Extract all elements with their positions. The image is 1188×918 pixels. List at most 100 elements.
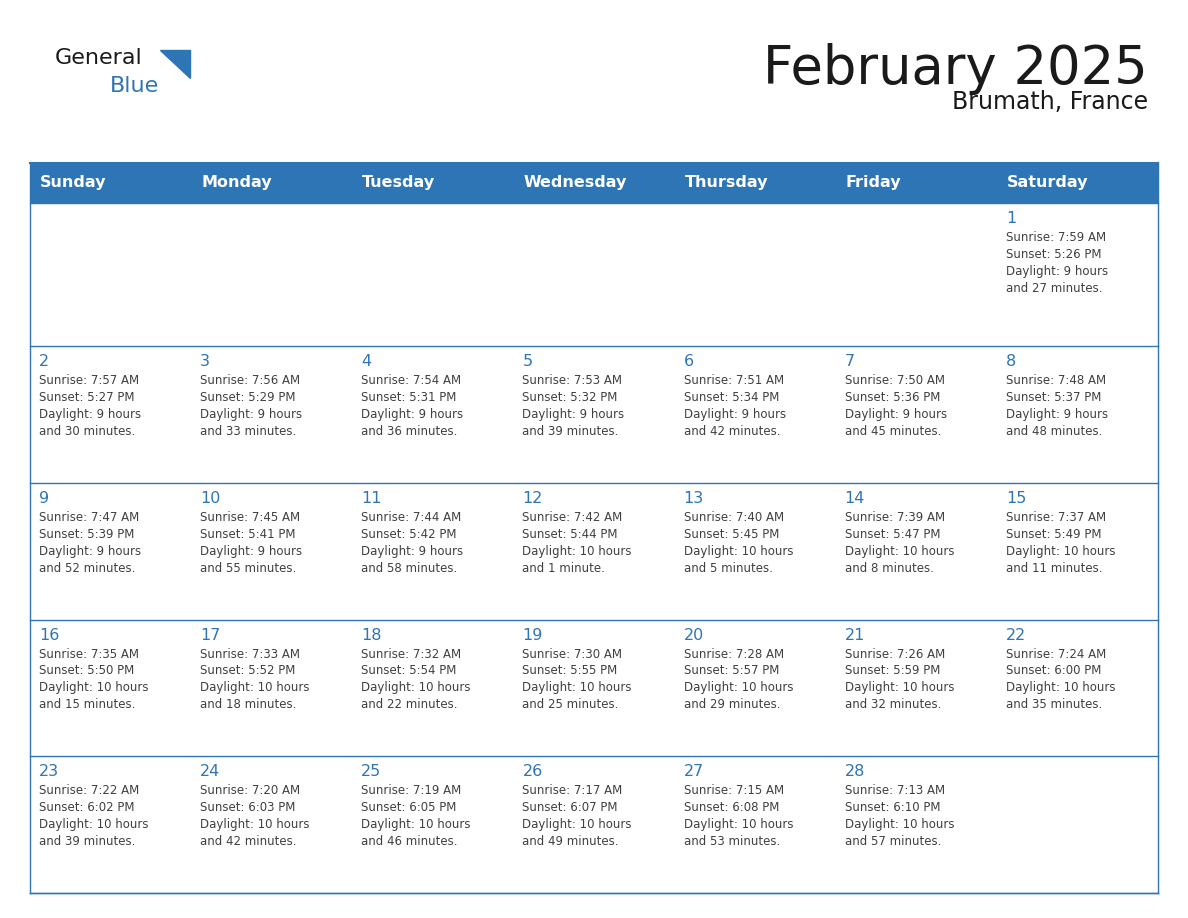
Text: Daylight: 9 hours: Daylight: 9 hours [1006, 265, 1108, 278]
Text: 21: 21 [845, 628, 865, 643]
Text: Daylight: 9 hours: Daylight: 9 hours [683, 408, 785, 421]
Text: 6: 6 [683, 354, 694, 369]
Bar [30, 483, 191, 620]
Bar [997, 346, 1158, 483]
Text: 7: 7 [845, 354, 855, 369]
Text: Daylight: 10 hours: Daylight: 10 hours [683, 681, 794, 695]
Bar [30, 620, 191, 756]
Text: Sunset: 5:59 PM: Sunset: 5:59 PM [845, 665, 940, 677]
Text: and 49 minutes.: and 49 minutes. [523, 835, 619, 848]
Text: Daylight: 10 hours: Daylight: 10 hours [361, 818, 470, 832]
Bar [513, 620, 675, 756]
Polygon shape [160, 50, 190, 78]
Text: 16: 16 [39, 628, 59, 643]
Bar [191, 483, 353, 620]
Text: Sunset: 6:05 PM: Sunset: 6:05 PM [361, 801, 456, 814]
Text: 12: 12 [523, 491, 543, 506]
Text: Daylight: 9 hours: Daylight: 9 hours [1006, 408, 1108, 421]
Bar [513, 483, 675, 620]
Text: Sunset: 5:49 PM: Sunset: 5:49 PM [1006, 528, 1101, 541]
Text: Daylight: 10 hours: Daylight: 10 hours [39, 818, 148, 832]
Text: Brumath, France: Brumath, France [952, 90, 1148, 114]
Text: Daylight: 9 hours: Daylight: 9 hours [39, 408, 141, 421]
Text: and 55 minutes.: and 55 minutes. [200, 562, 296, 575]
Text: 9: 9 [39, 491, 49, 506]
Text: Sunset: 5:44 PM: Sunset: 5:44 PM [523, 528, 618, 541]
Text: Daylight: 10 hours: Daylight: 10 hours [39, 681, 148, 695]
Text: General: General [55, 48, 143, 68]
Text: Sunset: 5:26 PM: Sunset: 5:26 PM [1006, 248, 1101, 261]
Text: Daylight: 10 hours: Daylight: 10 hours [845, 681, 954, 695]
Text: Sunset: 5:39 PM: Sunset: 5:39 PM [39, 528, 134, 541]
Text: 14: 14 [845, 491, 865, 506]
Text: Sunset: 5:42 PM: Sunset: 5:42 PM [361, 528, 456, 541]
Text: Sunrise: 7:20 AM: Sunrise: 7:20 AM [200, 784, 301, 797]
Bar [191, 203, 353, 346]
Text: Friday: Friday [846, 175, 902, 191]
Text: Daylight: 10 hours: Daylight: 10 hours [361, 681, 470, 695]
Text: Sunset: 5:55 PM: Sunset: 5:55 PM [523, 665, 618, 677]
Text: and 35 minutes.: and 35 minutes. [1006, 699, 1102, 711]
Text: Sunrise: 7:26 AM: Sunrise: 7:26 AM [845, 647, 944, 660]
Text: and 5 minutes.: and 5 minutes. [683, 562, 772, 575]
Text: 17: 17 [200, 628, 221, 643]
Text: 4: 4 [361, 354, 372, 369]
Text: Sunrise: 7:28 AM: Sunrise: 7:28 AM [683, 647, 784, 660]
Text: and 52 minutes.: and 52 minutes. [39, 562, 135, 575]
Bar [513, 203, 675, 346]
Text: Tuesday: Tuesday [362, 175, 436, 191]
Text: and 57 minutes.: and 57 minutes. [845, 835, 941, 848]
Text: 23: 23 [39, 765, 59, 779]
Text: Saturday: Saturday [1007, 175, 1088, 191]
Bar [835, 483, 997, 620]
Text: Sunrise: 7:45 AM: Sunrise: 7:45 AM [200, 510, 301, 524]
Text: and 36 minutes.: and 36 minutes. [361, 425, 457, 438]
Text: Blue: Blue [110, 76, 159, 96]
Text: Sunset: 5:54 PM: Sunset: 5:54 PM [361, 665, 456, 677]
Text: and 32 minutes.: and 32 minutes. [845, 699, 941, 711]
Text: Sunrise: 7:56 AM: Sunrise: 7:56 AM [200, 374, 301, 387]
Bar [30, 756, 191, 893]
Text: Sunrise: 7:42 AM: Sunrise: 7:42 AM [523, 510, 623, 524]
Text: and 53 minutes.: and 53 minutes. [683, 835, 779, 848]
Text: Sunrise: 7:59 AM: Sunrise: 7:59 AM [1006, 231, 1106, 244]
Text: Sunset: 5:52 PM: Sunset: 5:52 PM [200, 665, 296, 677]
Text: and 27 minutes.: and 27 minutes. [1006, 282, 1102, 295]
Bar [30, 163, 191, 203]
Text: and 33 minutes.: and 33 minutes. [200, 425, 296, 438]
Text: Sunset: 5:37 PM: Sunset: 5:37 PM [1006, 391, 1101, 404]
Bar [835, 756, 997, 893]
Text: Daylight: 9 hours: Daylight: 9 hours [361, 544, 463, 558]
Text: Sunset: 6:00 PM: Sunset: 6:00 PM [1006, 665, 1101, 677]
Bar [191, 620, 353, 756]
Bar [997, 620, 1158, 756]
Text: 1: 1 [1006, 211, 1016, 226]
Text: Sunrise: 7:19 AM: Sunrise: 7:19 AM [361, 784, 461, 797]
Text: Sunset: 5:29 PM: Sunset: 5:29 PM [200, 391, 296, 404]
Text: Daylight: 10 hours: Daylight: 10 hours [683, 544, 794, 558]
Text: Daylight: 10 hours: Daylight: 10 hours [523, 681, 632, 695]
Text: Sunset: 6:10 PM: Sunset: 6:10 PM [845, 801, 940, 814]
Text: Sunset: 6:07 PM: Sunset: 6:07 PM [523, 801, 618, 814]
Text: Sunset: 5:47 PM: Sunset: 5:47 PM [845, 528, 940, 541]
Text: and 22 minutes.: and 22 minutes. [361, 699, 457, 711]
Text: Sunrise: 7:39 AM: Sunrise: 7:39 AM [845, 510, 944, 524]
Bar [353, 620, 513, 756]
Text: Wednesday: Wednesday [524, 175, 627, 191]
Text: Sunrise: 7:50 AM: Sunrise: 7:50 AM [845, 374, 944, 387]
Text: Daylight: 9 hours: Daylight: 9 hours [361, 408, 463, 421]
Bar [513, 756, 675, 893]
Text: Sunset: 6:08 PM: Sunset: 6:08 PM [683, 801, 779, 814]
Text: 28: 28 [845, 765, 865, 779]
Text: Daylight: 10 hours: Daylight: 10 hours [683, 818, 794, 832]
Text: and 42 minutes.: and 42 minutes. [200, 835, 297, 848]
Text: Sunrise: 7:22 AM: Sunrise: 7:22 AM [39, 784, 139, 797]
Bar [191, 756, 353, 893]
Text: Sunrise: 7:15 AM: Sunrise: 7:15 AM [683, 784, 784, 797]
Bar [353, 346, 513, 483]
Text: 25: 25 [361, 765, 381, 779]
Text: Sunset: 5:31 PM: Sunset: 5:31 PM [361, 391, 456, 404]
Text: Sunrise: 7:30 AM: Sunrise: 7:30 AM [523, 647, 623, 660]
Text: Sunday: Sunday [40, 175, 107, 191]
Text: Sunrise: 7:54 AM: Sunrise: 7:54 AM [361, 374, 461, 387]
